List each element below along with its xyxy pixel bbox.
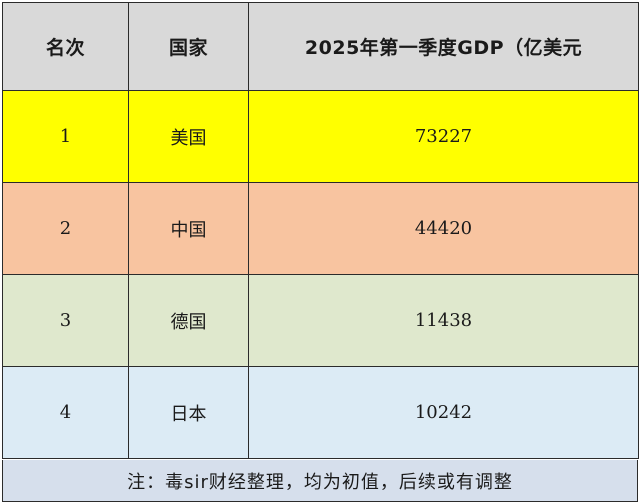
source-note: 注：毒sir财经整理，均为初值，后续或有调整 (2, 460, 638, 502)
table-header-row: 名次 国家 2025年第一季度GDP（亿美元 (2, 2, 639, 91)
header-country: 国家 (128, 2, 249, 91)
header-rank: 名次 (2, 2, 129, 91)
gdp-cell: 44420 (248, 182, 639, 275)
rank-cell: 3 (2, 274, 129, 367)
rank-cell: 4 (2, 366, 129, 459)
country-cell: 德国 (128, 274, 249, 367)
rank-cell: 1 (2, 90, 129, 183)
gdp-cell: 11438 (248, 274, 639, 367)
table-row-3: 3 德国 11438 (2, 274, 639, 367)
gdp-cell: 73227 (248, 90, 639, 183)
gdp-cell: 10242 (248, 366, 639, 459)
table-row-2: 2 中国 44420 (2, 182, 639, 275)
country-cell: 美国 (128, 90, 249, 183)
table-row-4: 4 日本 10242 (2, 366, 639, 459)
country-cell: 中国 (128, 182, 249, 275)
country-cell: 日本 (128, 366, 249, 459)
table-row-1: 1 美国 73227 (2, 90, 639, 183)
header-gdp: 2025年第一季度GDP（亿美元 (248, 2, 639, 91)
gdp-ranking-table: 名次 国家 2025年第一季度GDP（亿美元 1 美国 73227 2 中国 4… (2, 2, 639, 459)
rank-cell: 2 (2, 182, 129, 275)
